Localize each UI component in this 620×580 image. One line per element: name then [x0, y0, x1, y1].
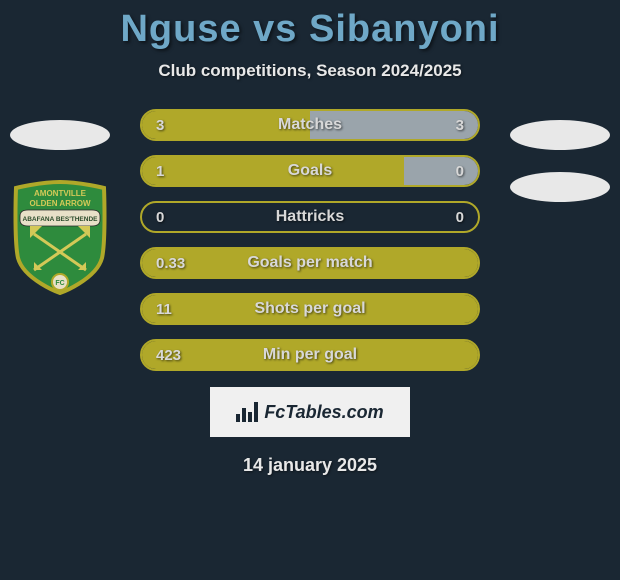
player-ellipse-left: [10, 120, 110, 150]
date-label: 14 january 2025: [0, 455, 620, 476]
stat-value-left: 11: [142, 301, 202, 318]
stat-value-right: 0: [418, 163, 478, 180]
stat-row: 0.33Goals per match: [140, 247, 480, 279]
crossed-arrows-icon: [30, 226, 90, 270]
stat-value-left: 0: [142, 209, 202, 226]
stat-value-left: 0.33: [142, 255, 202, 272]
bars-icon: [236, 402, 258, 422]
stat-value-left: 423: [142, 347, 202, 364]
badge-bottom-text: FC: [55, 280, 64, 287]
player-ellipse-right-2: [510, 172, 610, 202]
left-side-column: AMONTVILLE OLDEN ARROW ABAFANA BES'THEND…: [10, 120, 110, 295]
watermark: FcTables.com: [210, 387, 410, 437]
badge-mid-text: OLDEN ARROW: [29, 199, 90, 208]
header: Nguse vs Sibanyoni Club competitions, Se…: [0, 0, 620, 81]
page-subtitle: Club competitions, Season 2024/2025: [0, 61, 620, 81]
shield-icon: AMONTVILLE OLDEN ARROW ABAFANA BES'THEND…: [10, 180, 110, 295]
stat-row: 0Hattricks0: [140, 201, 480, 233]
stat-label: Goals: [202, 162, 418, 180]
stat-value-right: 3: [418, 117, 478, 134]
stat-row: 3Matches3: [140, 109, 480, 141]
watermark-text: FcTables.com: [264, 402, 383, 423]
badge-banner-text: ABAFANA BES'THENDE: [23, 216, 99, 223]
page-title: Nguse vs Sibanyoni: [0, 8, 620, 51]
badge-top-text: AMONTVILLE: [34, 189, 87, 198]
club-badge-left: AMONTVILLE OLDEN ARROW ABAFANA BES'THEND…: [10, 180, 110, 295]
stat-row: 423Min per goal: [140, 339, 480, 371]
right-side-column: [510, 120, 610, 295]
stat-label: Hattricks: [202, 208, 418, 226]
stat-label: Shots per goal: [202, 300, 418, 318]
stat-value-left: 3: [142, 117, 202, 134]
stat-row: 11Shots per goal: [140, 293, 480, 325]
stat-value-right: 0: [418, 209, 478, 226]
stat-label: Min per goal: [202, 346, 418, 364]
stat-value-left: 1: [142, 163, 202, 180]
player-ellipse-right-1: [510, 120, 610, 150]
stat-row: 1Goals0: [140, 155, 480, 187]
stat-label: Goals per match: [202, 254, 418, 272]
stats-container: 3Matches31Goals00Hattricks00.33Goals per…: [140, 109, 480, 371]
stat-label: Matches: [202, 116, 418, 134]
